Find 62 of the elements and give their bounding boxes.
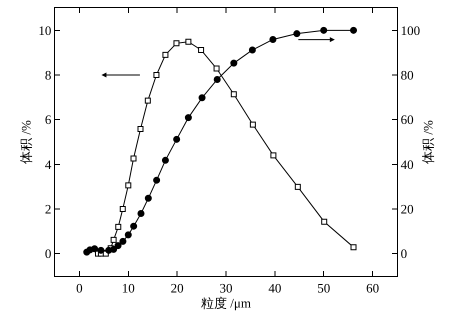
point — [125, 182, 132, 188]
point — [185, 38, 192, 45]
point — [114, 242, 122, 250]
y-tick-label: 2 — [44, 202, 52, 217]
point — [198, 94, 206, 102]
point — [144, 194, 152, 202]
point — [294, 184, 301, 190]
y-tick-label: 6 — [44, 112, 52, 128]
x-tick-label: 50 — [317, 280, 330, 296]
point — [269, 36, 276, 43]
point — [130, 222, 138, 230]
point — [230, 91, 237, 98]
x-tick-label: 60 — [366, 280, 380, 296]
point — [162, 156, 169, 164]
point — [173, 40, 180, 46]
y2-axis-title: 体积 /% — [420, 120, 436, 164]
point — [115, 224, 122, 230]
x-axis-title: 粒度 /μm — [201, 296, 251, 311]
y2-tick-label: 60 — [400, 112, 414, 128]
point — [270, 152, 276, 158]
x-tick-label: 40 — [268, 280, 282, 296]
y-tick-label: 8 — [44, 68, 52, 83]
point — [293, 30, 300, 38]
point — [120, 206, 126, 212]
point — [214, 76, 221, 83]
point — [184, 114, 192, 122]
point — [320, 26, 328, 34]
y2-tick-label: 100 — [400, 22, 420, 38]
x-tick-label: 0 — [76, 280, 83, 296]
point — [130, 156, 137, 162]
point — [97, 246, 104, 254]
point — [230, 60, 238, 67]
x-tick-label: 30 — [220, 280, 232, 296]
point — [110, 246, 118, 253]
y-tick-label: 0 — [44, 246, 52, 262]
point — [137, 210, 144, 217]
x-tick-label: 10 — [122, 280, 135, 296]
point — [138, 126, 144, 132]
point — [250, 122, 256, 128]
point — [321, 218, 328, 225]
y2-tick-label: 20 — [400, 202, 414, 217]
point — [350, 244, 357, 250]
x-tick-label: 20 — [170, 280, 184, 296]
y2-tick-label: 80 — [400, 68, 414, 83]
point — [173, 136, 180, 143]
point — [110, 236, 117, 243]
y2-tick-label: 0 — [400, 246, 408, 262]
y2-tick-label: 40 — [400, 156, 414, 172]
point — [124, 231, 132, 238]
point — [214, 66, 220, 72]
point — [144, 98, 151, 104]
point — [162, 52, 168, 58]
y-tick-label: 10 — [38, 22, 52, 38]
point — [153, 176, 160, 184]
point — [198, 46, 204, 53]
y-tick-label: 4 — [44, 156, 52, 172]
point — [153, 72, 160, 78]
point — [350, 26, 358, 34]
point — [91, 245, 98, 252]
y-axis-title: 体积 /% — [18, 120, 34, 164]
point — [248, 46, 256, 54]
point — [119, 238, 126, 245]
